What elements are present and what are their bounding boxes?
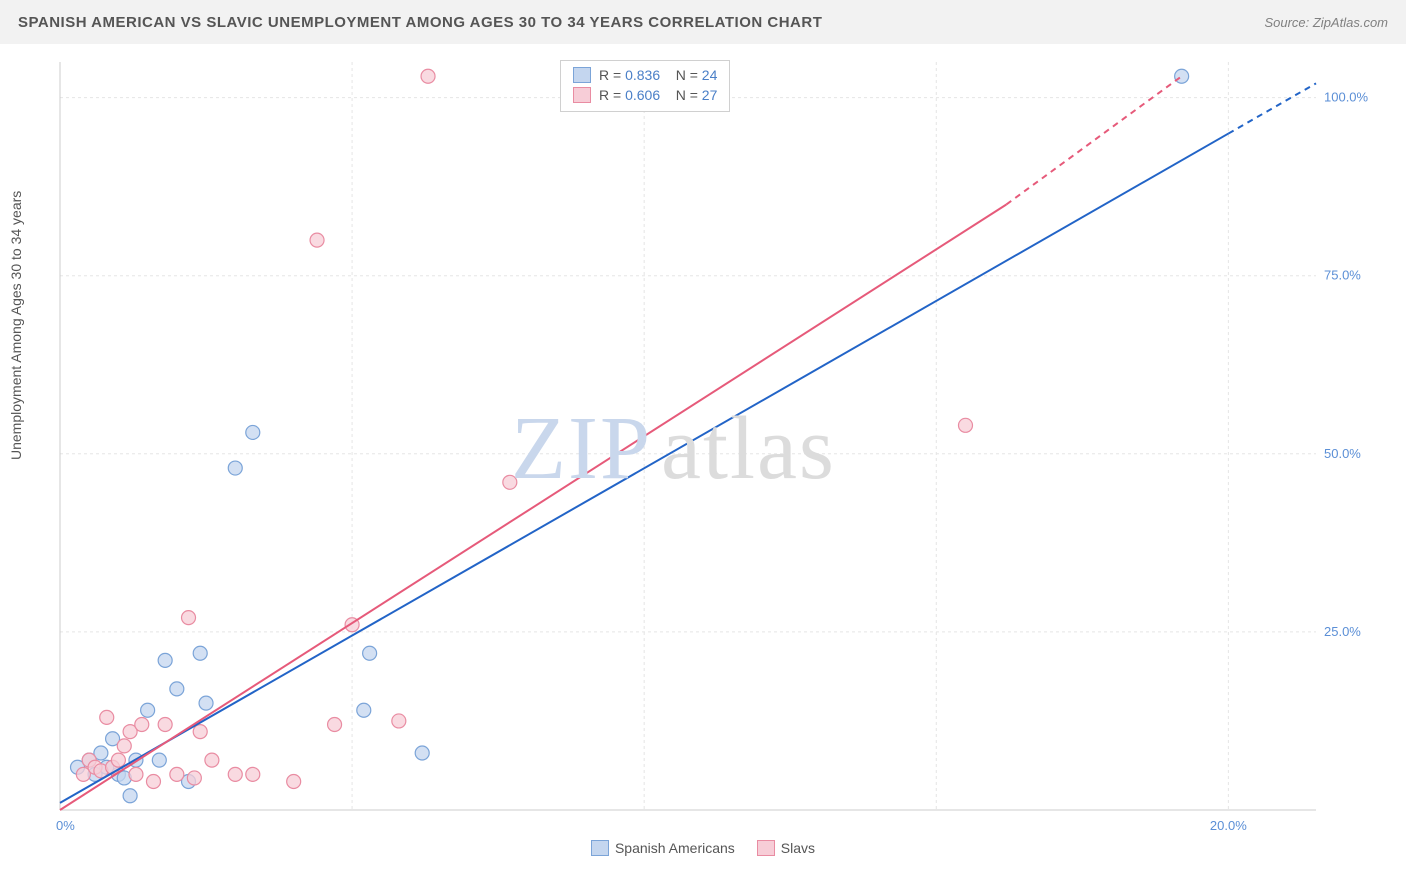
legend-stats-box: R = 0.836 N = 24 R = 0.606 N = 27 bbox=[560, 60, 730, 112]
svg-text:100.0%: 100.0% bbox=[1324, 90, 1369, 105]
legend-label-spanish: Spanish Americans bbox=[615, 840, 735, 856]
legend-swatch-spanish bbox=[573, 67, 591, 83]
svg-text:20.0%: 20.0% bbox=[1210, 818, 1247, 833]
legend-label-slavs: Slavs bbox=[781, 840, 815, 856]
legend-item-spanish: Spanish Americans bbox=[591, 840, 735, 856]
chart-plot-area: 25.0%50.0%75.0%100.0%0.0%20.0% ZIP atlas bbox=[56, 58, 1386, 838]
legend-stats-row-spanish: R = 0.836 N = 24 bbox=[573, 65, 717, 85]
svg-text:0.0%: 0.0% bbox=[56, 818, 75, 833]
legend-stats-text-spanish: R = 0.836 N = 24 bbox=[599, 67, 717, 83]
chart-header: SPANISH AMERICAN VS SLAVIC UNEMPLOYMENT … bbox=[0, 0, 1406, 44]
chart-title: SPANISH AMERICAN VS SLAVIC UNEMPLOYMENT … bbox=[18, 14, 822, 31]
chart-svg: 25.0% 50.0% 75.0% 100.0% 0.0% 20.0% bbox=[56, 58, 1386, 838]
legend-swatch-slavs bbox=[573, 87, 591, 103]
legend-stats-text-slavs: R = 0.606 N = 27 bbox=[599, 87, 717, 103]
legend-swatch-bottom-slavs bbox=[757, 840, 775, 856]
svg-text:75.0%: 75.0% bbox=[1324, 268, 1361, 283]
svg-text:25.0%: 25.0% bbox=[1324, 624, 1361, 639]
legend-item-slavs: Slavs bbox=[757, 840, 815, 856]
y-axis-label: Unemployment Among Ages 30 to 34 years bbox=[8, 191, 24, 460]
legend-stats-row-slavs: R = 0.606 N = 27 bbox=[573, 85, 717, 105]
legend-series: Spanish Americans Slavs bbox=[0, 840, 1406, 856]
chart-source: Source: ZipAtlas.com bbox=[1264, 15, 1388, 30]
legend-swatch-bottom-spanish bbox=[591, 840, 609, 856]
svg-text:50.0%: 50.0% bbox=[1324, 446, 1361, 461]
